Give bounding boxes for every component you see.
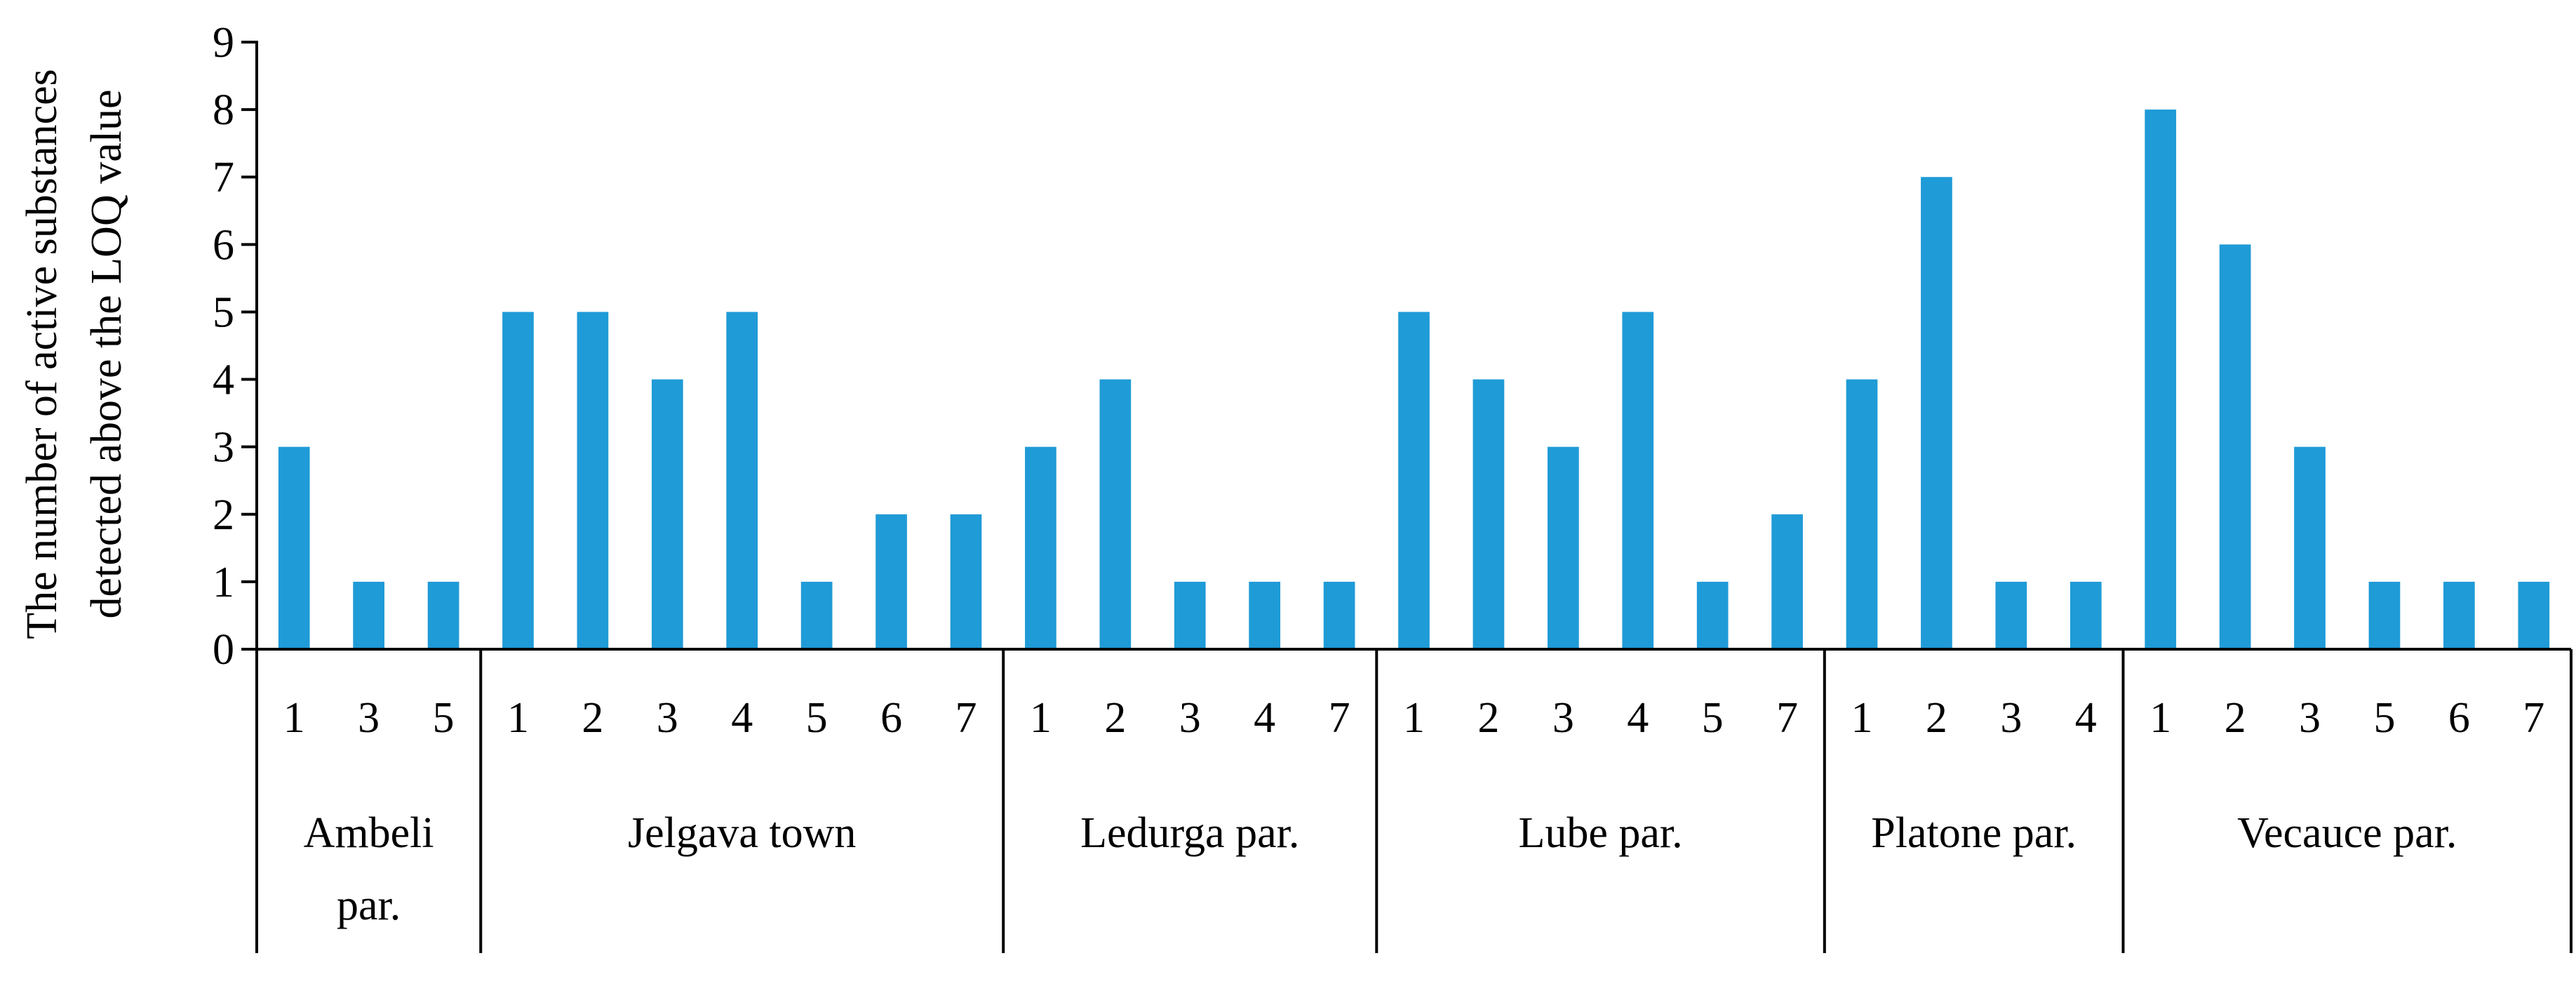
bar [1846,379,1878,649]
category-label: 5 [1702,694,1724,742]
category-label: 3 [657,694,678,742]
bar [2069,581,2102,649]
y-tick-label: 1 [213,559,234,606]
category-label: 6 [880,694,902,742]
bar [1473,379,1505,649]
bar [1174,581,1206,649]
category-label: 2 [2225,694,2246,742]
bar [1547,446,1579,649]
group-label: Lube par. [1518,809,1682,857]
category-label: 7 [955,694,977,742]
bar [353,581,384,649]
y-tick-label: 9 [213,19,234,67]
category-label: 5 [2373,694,2395,742]
group-label: Platone par. [1871,809,2077,857]
bars [278,109,2550,650]
category-label: 2 [1104,694,1126,742]
bar [427,581,459,649]
group-label: Ledurga par. [1080,809,1299,857]
y-axis-label-line: The number of active substances [18,69,66,639]
bar [726,312,758,649]
bar [1622,312,1654,649]
y-tick-label: 4 [213,357,234,404]
category-label: 7 [1776,694,1798,742]
category-label: 1 [1851,694,1873,742]
category-label: 3 [1179,694,1201,742]
bar [2368,581,2401,649]
category-label: 1 [283,694,305,742]
category-label: 4 [1254,694,1275,742]
category-label: 3 [2299,694,2321,742]
category-label: 1 [1403,694,1425,742]
category-label: 3 [358,694,380,742]
group-label: Jelgava town [628,809,856,857]
category-label: 2 [1477,694,1499,742]
y-tick-label: 6 [213,221,234,269]
bar [876,514,907,649]
group-label: Vecauce par. [2237,809,2457,857]
bar [1696,581,1729,649]
category-label: 5 [433,694,455,742]
y-tick-label: 2 [213,491,234,539]
bar [2294,446,2326,649]
bar [278,446,310,649]
bar [1995,581,2027,649]
y-tick-label: 7 [213,154,234,201]
bar [2145,109,2177,650]
bar [950,514,982,649]
bar [651,379,683,649]
bar [1921,177,1952,649]
y-tick-label: 8 [213,86,234,134]
bar [2443,581,2475,649]
y-axis-label: The number of active substances detected … [18,69,130,639]
y-tick-label: 0 [213,626,234,674]
x-axis-labels: 1 3 5 Ambeli par. 1 2 3 4 5 6 7 Jelgava town 1 2 3 4 7 Led… [283,694,2545,929]
bar [2518,581,2550,649]
y-axis-ticks: 0 1 2 3 4 5 6 7 8 9 [213,19,257,674]
bar [502,312,534,649]
category-label: 2 [1926,694,1947,742]
y-tick-label: 5 [213,288,234,336]
category-label: 7 [1329,694,1350,742]
category-label: 2 [582,694,603,742]
axes [255,41,2572,953]
category-label: 1 [2149,694,2171,742]
category-label: 5 [806,694,828,742]
category-label: 4 [731,694,753,742]
y-tick-label: 3 [213,424,234,472]
category-label: 3 [1552,694,1574,742]
category-label: 1 [1030,694,1052,742]
bar [1099,379,1132,649]
group-label: Ambeli [304,809,434,857]
category-label: 1 [507,694,529,742]
category-label: 7 [2523,694,2544,742]
category-label: 6 [2448,694,2470,742]
category-label: 4 [2075,694,2097,742]
bar [1398,312,1430,649]
bar [577,312,609,649]
bar [1249,581,1281,649]
bar [2219,244,2251,649]
category-label: 4 [1627,694,1649,742]
bar [1025,446,1056,649]
bar [1771,514,1803,649]
group-label: par. [337,882,401,929]
bar [1323,581,1355,649]
category-label: 3 [2000,694,2022,742]
bar [800,581,833,649]
y-axis-label-line: detected above the LOQ value [83,90,130,619]
